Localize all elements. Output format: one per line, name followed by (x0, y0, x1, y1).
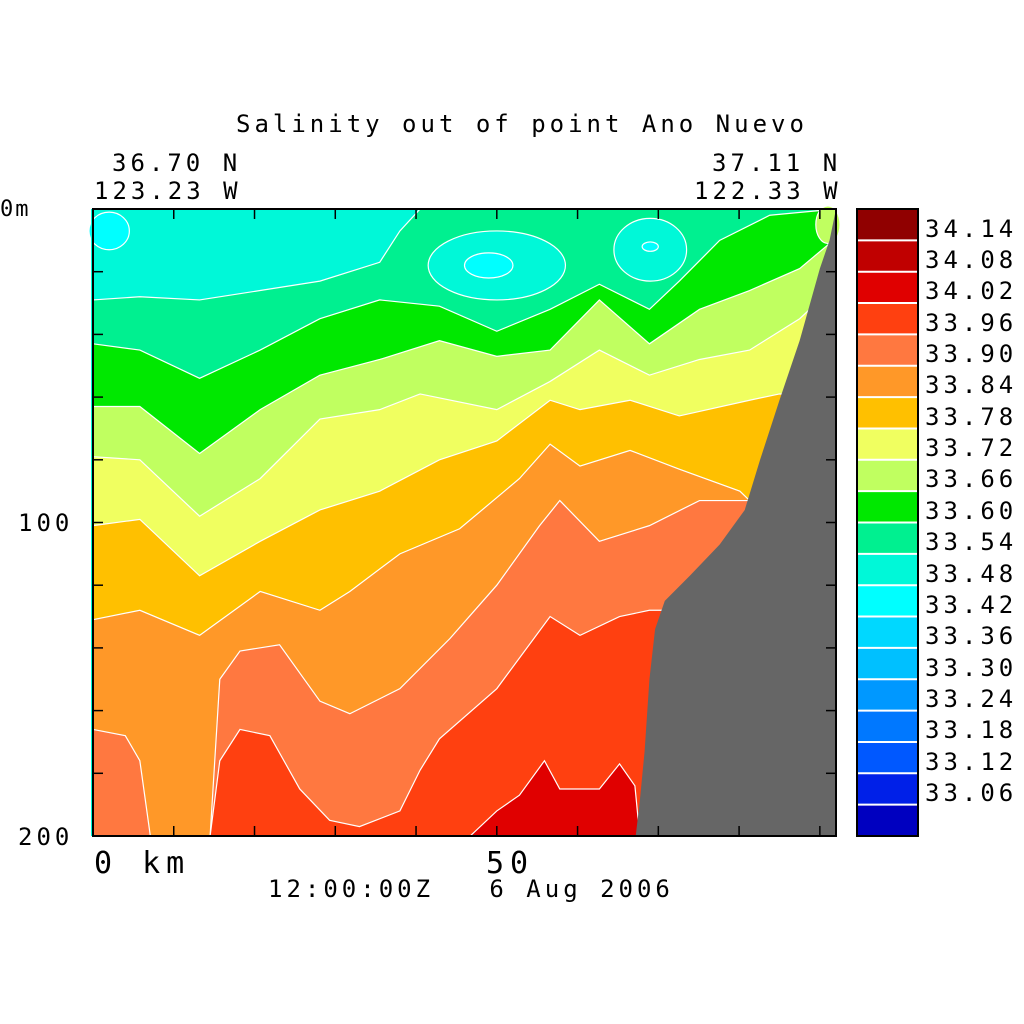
x-tick-label-0: 0 km (94, 848, 190, 880)
colorbar-label: 33.18 (925, 716, 1018, 745)
colorbar-label: 33.54 (925, 528, 1018, 557)
colorbar-label: 33.06 (925, 778, 1018, 807)
axes-layer (92, 208, 837, 837)
colorbar-swatch (857, 491, 918, 523)
contour-line-33.72 (93, 239, 837, 455)
contour-line-33.78 (92, 296, 837, 517)
colorbar-label: 34.08 (925, 246, 1018, 275)
bathymetry-seafloor (635, 209, 836, 836)
x-tick-label-50: 50 (486, 846, 535, 881)
y-tick-label-100: 100 (18, 509, 74, 537)
colorbar-label: 33.42 (925, 590, 1018, 619)
colorbar-swatch (857, 804, 918, 837)
chart-title: Salinity out of point Ano Nuevo (236, 110, 808, 138)
colorbar-swatch (857, 397, 918, 429)
end-lat-label: 37.11 N (712, 149, 842, 177)
contour-line-33.66 (92, 208, 837, 379)
colorbar-label: 33.12 (925, 747, 1018, 776)
colorbar-swatch (857, 209, 918, 241)
start-lat-label: 36.70 N (112, 149, 242, 177)
colorbar-label: 33.60 (925, 496, 1018, 525)
contour-line-33.60 (92, 208, 836, 301)
colorbar-swatch (857, 522, 918, 555)
start-lon-label: 123.23 W (94, 177, 242, 205)
colorbar-swatch (857, 365, 918, 398)
contour-line-33.90 (92, 443, 836, 637)
colorbar-label: 33.84 (925, 371, 1018, 400)
colorbar-swatch (857, 553, 918, 586)
contour-patch-33.48 (641, 241, 659, 252)
colorbar-label: 34.02 (925, 277, 1018, 306)
colorbar-swatch (857, 616, 918, 649)
colorbar-label: 33.36 (925, 622, 1018, 651)
contour-line-34.02 (93, 609, 836, 837)
x-tick-0-value: 0 (94, 846, 119, 881)
colorbar-swatch (857, 240, 918, 273)
contour-line-33.84 (92, 393, 836, 577)
colorbar-swatch (857, 773, 918, 806)
colorbar-swatch (857, 334, 918, 367)
colorbar-label: 33.90 (925, 340, 1018, 369)
colorbar-swatch (857, 271, 918, 304)
y-tick-label-200: 200 (18, 823, 74, 851)
colorbar-label: 33.24 (925, 684, 1018, 713)
timestamp-label: 12:00:00Z 6 Aug 2006 (268, 875, 674, 903)
end-lon-label: 122.33 W (694, 177, 842, 205)
colorbar-swatch (857, 647, 918, 680)
colorbar-swatch (857, 585, 918, 618)
colorbar-swatch (857, 741, 918, 774)
colorbar-swatch (857, 679, 918, 712)
colorbar-label: 33.66 (925, 465, 1018, 494)
colorbar-swatch (857, 303, 918, 335)
contour-patch-33.48 (88, 211, 130, 251)
y-tick-label-0: 0m (0, 197, 31, 222)
colorbar-label: 33.48 (925, 559, 1018, 588)
colorbar-frame (856, 208, 919, 837)
colorbar-swatch (857, 710, 918, 743)
contour-patch-33.48 (463, 252, 514, 279)
contour-fill-layer (88, 205, 841, 837)
colorbar-swatch (857, 428, 918, 461)
x-axis-unit: km (142, 846, 191, 881)
colorbar-label: 33.96 (925, 308, 1018, 337)
colorbar-label: 33.78 (925, 402, 1018, 431)
colorbar-label: 33.30 (925, 653, 1018, 682)
colorbar-label: 33.72 (925, 434, 1018, 463)
colorbar-swatch (857, 459, 918, 492)
colorbar-label: 34.14 (925, 214, 1018, 243)
contour-line-34.08 (93, 759, 836, 837)
colorbar (856, 208, 919, 837)
